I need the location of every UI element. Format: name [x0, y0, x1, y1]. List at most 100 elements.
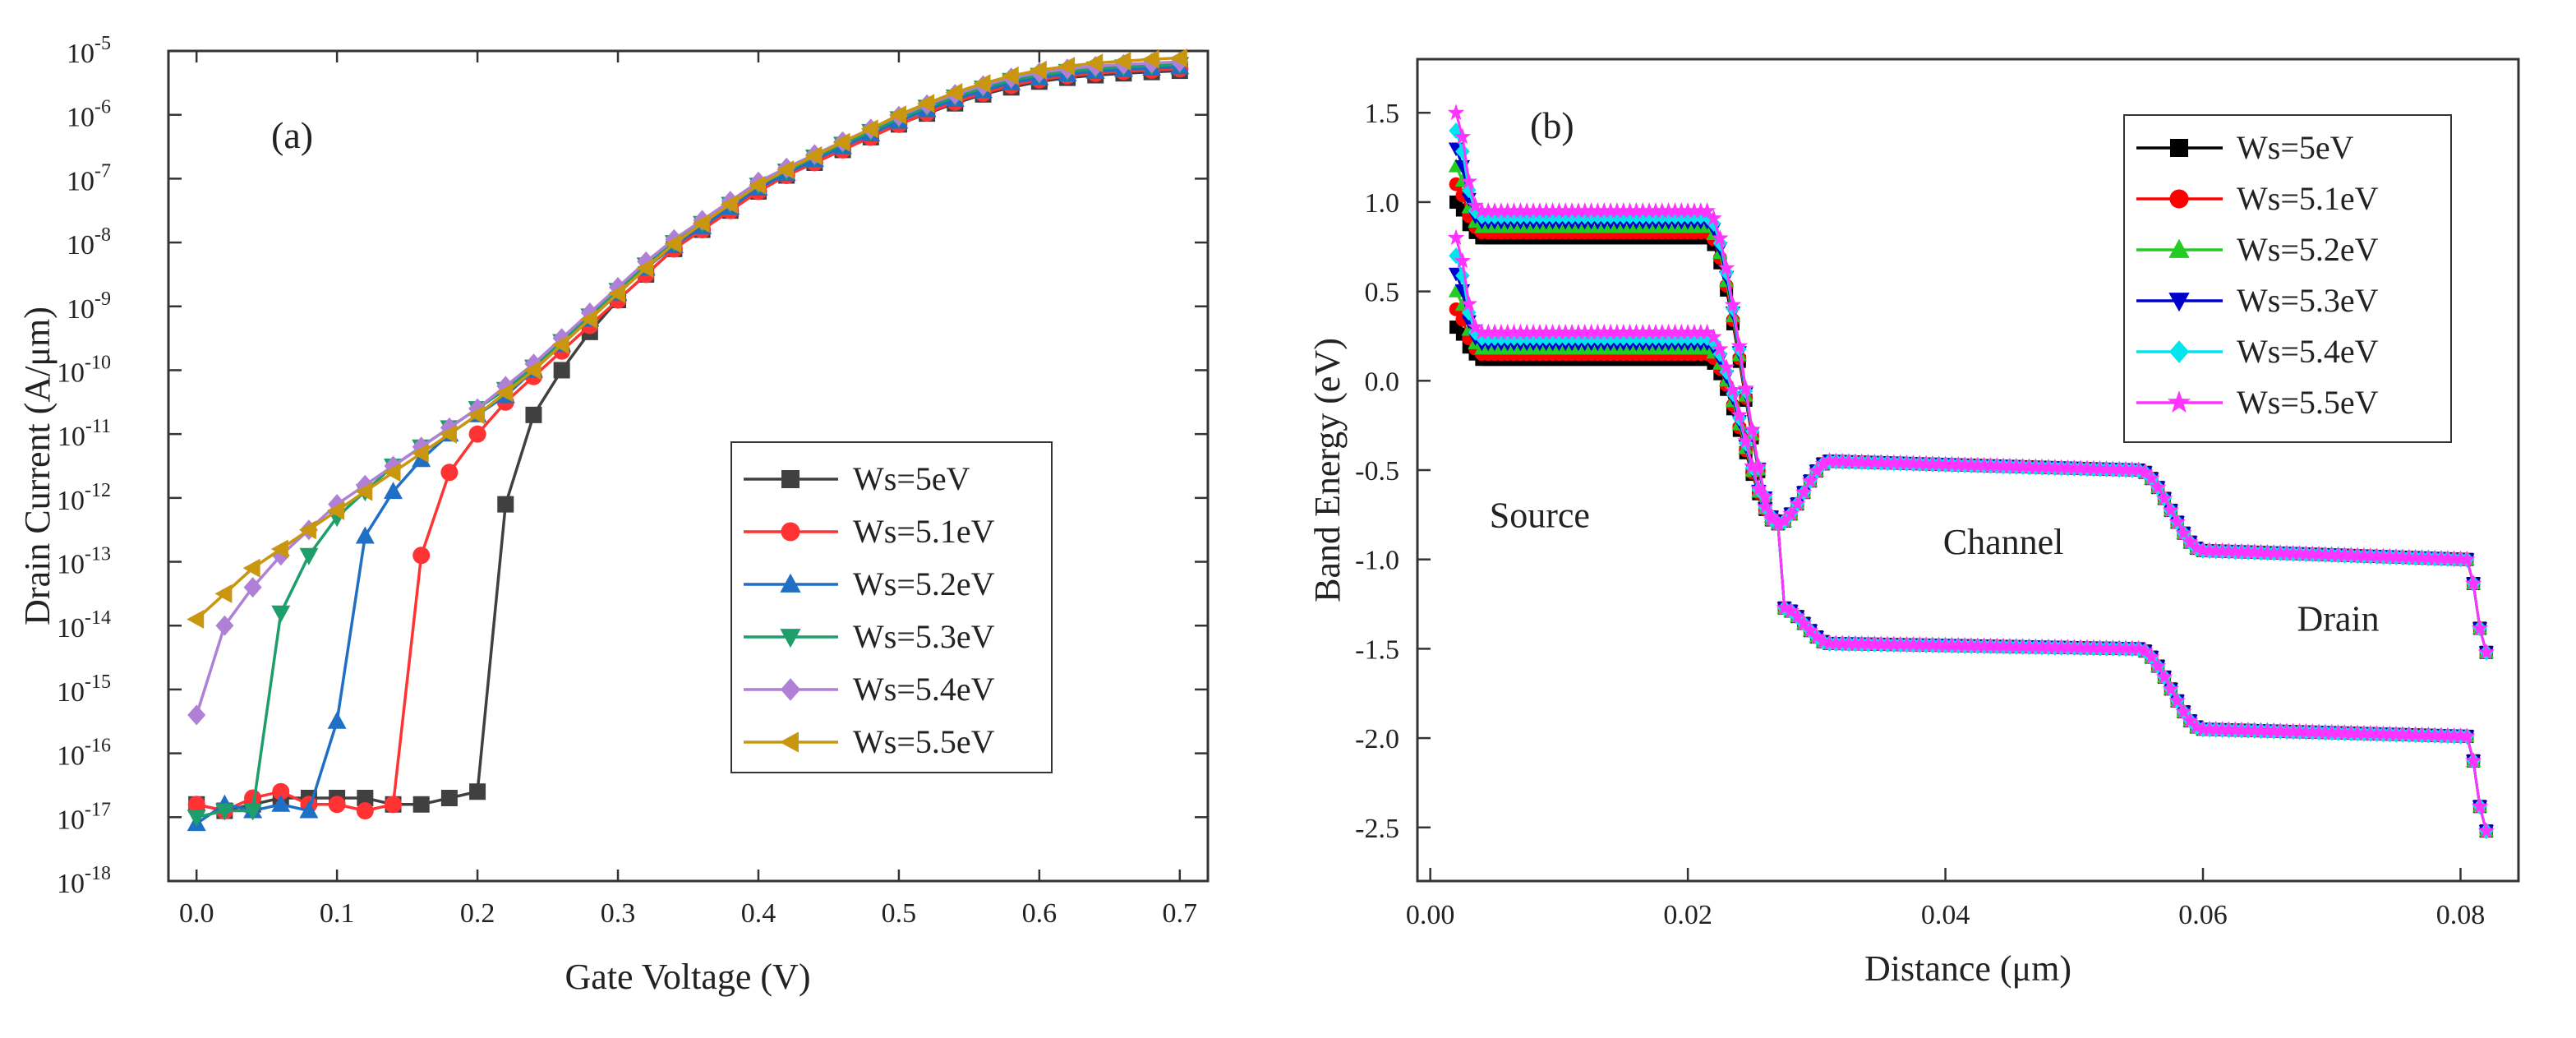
chart-b-data-point: [1872, 635, 1890, 652]
chart-a-data-point: [888, 105, 906, 125]
chart-a-data-point: [495, 383, 514, 403]
chart-a-legend-label: Ws=5.1eV: [853, 513, 995, 550]
chart-b-data-point: [2214, 721, 2231, 737]
chart-b-data-point: [2348, 547, 2366, 563]
chart-b-data-point: [1853, 453, 1870, 469]
chart-a-y-tick-label: 10-16: [57, 736, 111, 772]
chart-b-data-point: [1479, 202, 1497, 219]
chart-b-data-point: [2246, 722, 2263, 738]
chart-a-y-tick-exponent: -7: [94, 160, 111, 182]
chart-a-data-point: [187, 796, 205, 814]
chart-b-data-point: [1512, 323, 1529, 340]
chart-b-data-point: [2291, 722, 2308, 740]
chart-b-data-point: [1943, 636, 1961, 653]
chart-b-data-point: [1821, 452, 1838, 468]
chart-b-data-point: [2239, 542, 2257, 560]
chart-a-y-tick-exponent: -9: [94, 288, 111, 310]
chart-a-data-point: [215, 615, 234, 636]
chart-b-data-point: [1911, 454, 1929, 471]
chart-a-data-point: [299, 800, 319, 819]
chart-b-data-point: [1640, 202, 1658, 219]
chart-a-data-point: [973, 74, 991, 94]
chart-a-y-tick-base: 10: [67, 39, 94, 69]
chart-b-data-point: [2291, 545, 2308, 561]
chart-b-data-point: [1589, 202, 1606, 219]
chart-b-y-tick-label: -0.5: [1355, 456, 1399, 487]
chart-b-legend-label: Ws=5.2eV: [2237, 231, 2379, 268]
chart-b-data-point: [1885, 635, 1903, 652]
chart-b-data-point: [2175, 524, 2192, 541]
chart-b-y-tick-label: 1.5: [1365, 99, 1400, 129]
chart-b-data-point: [2143, 469, 2160, 486]
chart-b-data-point: [1763, 510, 1781, 527]
chart-b-data-point: [1653, 323, 1670, 340]
chart-b-data-point: [1905, 454, 1922, 471]
chart-b-data-point: [2471, 797, 2489, 814]
chart-b-data-point: [2394, 726, 2412, 742]
chart-a-data-point: [1169, 48, 1187, 67]
chart-a-data-point: [355, 482, 373, 501]
chart-b-annotation: Channel: [1943, 522, 2064, 562]
chart-a-x-tick-label: 0.1: [320, 898, 355, 929]
chart-b-data-point: [2155, 489, 2173, 506]
chart-a-data-point: [636, 258, 654, 278]
chart-a-data-point: [271, 605, 291, 623]
chart-b-data-point: [2207, 542, 2224, 559]
chart-b-data-point: [1808, 628, 1826, 644]
chart-b-data-point: [2085, 639, 2103, 656]
chart-a-y-axis-label: Drain Current (A/μm): [17, 307, 58, 625]
chart-b-data-point: [1969, 637, 1986, 653]
chart-b-data-point: [1840, 453, 1858, 469]
chart-b-data-point: [1615, 202, 1632, 219]
chart-a-legend-label: Ws=5eV: [853, 460, 970, 497]
chart-b-y-tick-label: -2.5: [1355, 814, 1399, 844]
chart-b-data-point: [2136, 463, 2154, 480]
chart-a-frame: [167, 49, 1210, 883]
chart-a-y-tick-base: 10: [58, 422, 85, 452]
chart-b-data-point: [1692, 202, 1710, 219]
chart-b-data-point: [1737, 380, 1754, 396]
chart-b-data-point: [2297, 722, 2315, 740]
chart-a-y-tick-exponent: -17: [85, 799, 111, 820]
chart-b-data-point: [1853, 634, 1870, 652]
chart-b-data-point: [1557, 202, 1574, 219]
chart-b-data-point: [1537, 202, 1555, 219]
chart-b-data-point: [2123, 639, 2141, 656]
chart-a-data-point: [412, 796, 430, 813]
chart-b-data-point: [1576, 323, 1593, 340]
chart-b-data-point: [1724, 381, 1742, 398]
chart-b-data-point: [2233, 721, 2251, 738]
chart-b-legend-marker: [2168, 340, 2190, 363]
chart-b-data-point: [2387, 725, 2405, 742]
chart-b-data-point: [1486, 323, 1504, 340]
chart-b-data-point: [2027, 458, 2044, 475]
chart-b-data-point: [1666, 323, 1684, 340]
chart-a-y-tick-exponent: -15: [85, 671, 111, 693]
chart-b-data-point: [1712, 229, 1729, 246]
chart-b-data-point: [1724, 296, 1742, 312]
chart-b-data-point: [2329, 723, 2347, 740]
chart-b-data-point: [1492, 202, 1510, 219]
chart-a-data-point: [412, 547, 431, 565]
chart-b-data-point: [1583, 323, 1600, 340]
chart-b-data-point: [2381, 547, 2399, 565]
chart-b-data-point: [2297, 545, 2315, 561]
chart-a-data-point: [356, 802, 374, 820]
chart-b-data-point: [2310, 545, 2328, 562]
chart-a-data-point: [804, 145, 823, 165]
chart-b-data-point: [2071, 639, 2090, 655]
chart-b-data-point: [2078, 639, 2096, 655]
chart-a-y-tick-label: 10-8: [67, 224, 111, 261]
chart-a-data-point: [243, 803, 263, 821]
chart-b-data-point: [2426, 549, 2444, 566]
chart-a-data-point: [749, 175, 766, 195]
chart-b-data-point: [2458, 727, 2476, 744]
chart-b-data-point: [1512, 202, 1529, 219]
chart-b-series-group: [1447, 104, 2495, 840]
chart-b-data-point: [1531, 202, 1549, 219]
chart-b-data-point: [2130, 461, 2147, 477]
chart-b-data-point: [1454, 251, 1472, 269]
chart-b-data-point: [2407, 548, 2424, 565]
chart-b-data-point: [2053, 459, 2070, 475]
chart-b-legend-label: Ws=5.5eV: [2237, 384, 2379, 421]
